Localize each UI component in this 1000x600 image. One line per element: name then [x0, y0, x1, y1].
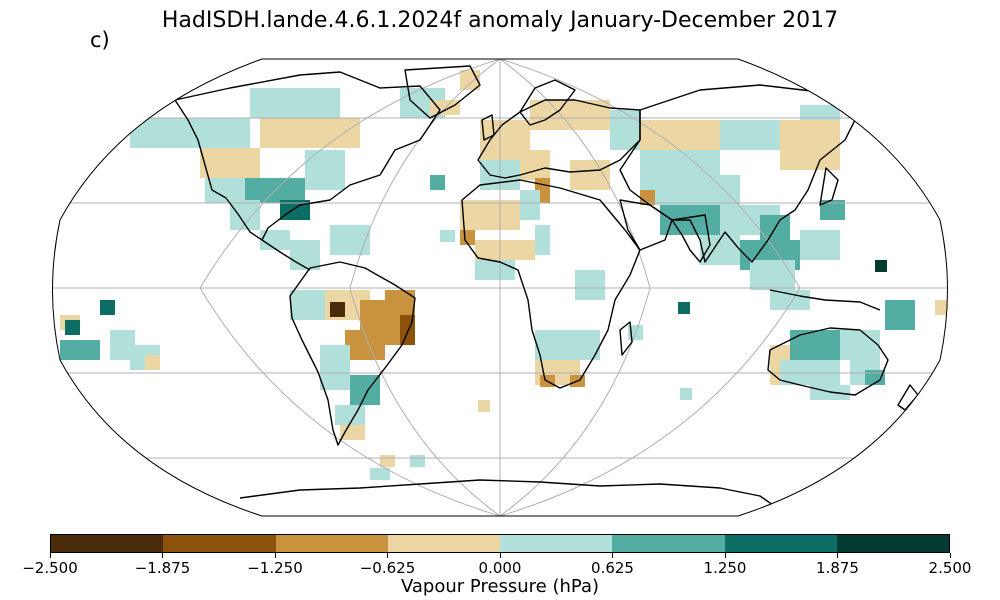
anomaly-cell: [460, 200, 520, 230]
anomaly-cell: [478, 400, 490, 412]
anomaly-cell: [290, 240, 320, 270]
colorbar-tick-label: −1.250: [247, 559, 303, 577]
anomaly-cell: [200, 148, 260, 178]
anomaly-cell: [935, 300, 948, 315]
colorbar-segment: [612, 535, 725, 552]
anomaly-cell: [610, 110, 640, 150]
anomaly-cell: [380, 455, 395, 467]
anomaly-cell: [520, 190, 540, 220]
anomaly-cell: [800, 230, 840, 260]
colorbar-segment: [387, 535, 500, 552]
colorbar-segment: [51, 535, 164, 552]
anomaly-cell: [250, 88, 340, 118]
colorbar-tick: [499, 553, 501, 558]
anomaly-cell: [335, 405, 365, 425]
colorbar-tick-label: 1.250: [703, 559, 747, 577]
figure-title: HadISDH.lande.4.6.1.2024f anomaly Januar…: [161, 8, 839, 33]
colorbar-tick-label: 0.000: [478, 559, 522, 577]
anomaly-cell: [65, 320, 80, 335]
colorbar-segment: [724, 535, 837, 552]
anomaly-cell: [475, 240, 535, 260]
anomaly-cell: [820, 200, 845, 220]
anomaly-cell: [60, 340, 100, 360]
colorbar-tick-label: −2.500: [22, 559, 78, 577]
anomaly-cell: [535, 330, 585, 360]
anomaly-cell: [290, 290, 330, 320]
anomaly-cell: [145, 355, 160, 370]
colorbar-tick: [162, 553, 163, 558]
colorbar-ticks: −2.500 −1.875 −1.250 −0.625 0.000 0.625 1.250 1…: [0, 553, 1000, 577]
colorbar-tick-label: −0.625: [359, 559, 416, 577]
anomaly-cell: [885, 300, 915, 330]
anomaly-cell: [305, 150, 345, 190]
anomaly-cell: [750, 260, 795, 290]
anomaly-cell: [260, 118, 320, 148]
anomaly-cell: [678, 302, 690, 314]
colorbar-segment: [275, 535, 388, 552]
anomaly-cell: [865, 370, 885, 385]
anomaly-cell: [440, 230, 455, 242]
colorbar-tick-label: 2.500: [928, 559, 972, 577]
colorbar: [50, 534, 950, 553]
anomaly-cell: [770, 290, 810, 310]
anomaly-cell: [875, 260, 887, 272]
anomaly-cell: [320, 345, 350, 390]
colorbar-tick: [724, 553, 726, 558]
anomaly-cell: [260, 230, 290, 250]
colorbar-tick: [387, 553, 388, 558]
anomaly-cell: [475, 260, 515, 280]
colorbar-segment: [163, 535, 276, 552]
colorbar-tick-label: 0.625: [591, 559, 634, 577]
panel-label: c): [90, 28, 110, 52]
anomaly-cell: [320, 118, 360, 148]
anomaly-cell: [840, 330, 880, 360]
anomaly-cell: [520, 150, 550, 180]
world-map: [52, 58, 948, 517]
anomaly-cell: [430, 175, 445, 190]
anomaly-cell: [640, 190, 655, 205]
anomaly-cell: [330, 225, 370, 255]
colorbar-tick: [837, 553, 838, 558]
anomaly-cell: [535, 225, 550, 255]
anomaly-cell: [800, 105, 840, 120]
colorbar-segment: [836, 535, 949, 552]
colorbar-label: Vapour Pressure (hPa): [400, 576, 600, 597]
anomaly-cell: [330, 302, 345, 317]
anomaly-cell: [340, 425, 365, 440]
colorbar-tick: [949, 553, 951, 558]
coastlines: [174, 65, 919, 511]
anomaly-cell: [430, 100, 460, 115]
colorbar-segment: [500, 535, 613, 552]
anomaly-cell: [205, 178, 245, 203]
anomaly-cell: [100, 300, 115, 315]
anomaly-cell: [370, 468, 390, 480]
anomaly-cell: [460, 230, 475, 245]
graticule: [52, 59, 948, 516]
colorbar-tick: [49, 553, 51, 558]
colorbar-tick-label: −1.875: [134, 559, 191, 577]
anomaly-cell: [575, 270, 605, 300]
anomaly-cell: [580, 330, 600, 360]
colorbar-tick: [274, 553, 276, 558]
anomaly-cell: [780, 120, 840, 170]
globe-outline: [52, 58, 948, 517]
colorbar-tick: [612, 553, 613, 558]
anomaly-cell: [410, 455, 425, 467]
anomaly-grid-cells: [60, 70, 948, 480]
colorbar-tick-label: 1.875: [816, 559, 859, 577]
anomaly-cell: [680, 388, 692, 400]
